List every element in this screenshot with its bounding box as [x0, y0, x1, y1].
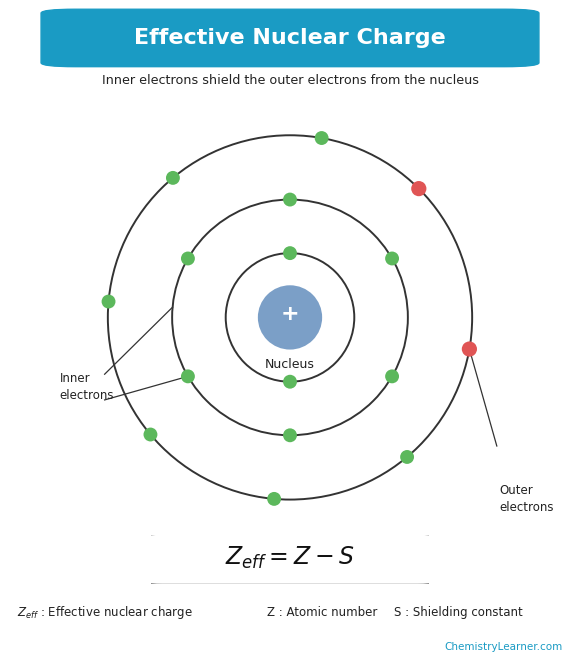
Point	[168, 173, 177, 183]
Point	[414, 183, 423, 194]
Point	[146, 429, 155, 440]
Point	[403, 451, 412, 462]
Point	[104, 296, 113, 307]
Point	[285, 248, 295, 259]
Text: Nucleus: Nucleus	[265, 358, 315, 371]
Point	[285, 194, 295, 205]
FancyBboxPatch shape	[41, 9, 539, 67]
FancyBboxPatch shape	[140, 533, 440, 585]
Circle shape	[258, 285, 322, 350]
Point	[317, 133, 327, 143]
Point	[285, 430, 295, 441]
Text: Inner
electrons: Inner electrons	[60, 372, 114, 402]
Text: $Z_{eff} = Z - S$: $Z_{eff} = Z - S$	[225, 545, 355, 572]
Point	[387, 371, 397, 381]
Point	[387, 253, 397, 264]
Text: Effective Nuclear Charge: Effective Nuclear Charge	[134, 28, 446, 48]
Text: +: +	[281, 304, 299, 324]
Text: $Z_{eff}$ : Effective nuclear charge: $Z_{eff}$ : Effective nuclear charge	[17, 604, 193, 621]
Text: Inner electrons shield the outer electrons from the nucleus: Inner electrons shield the outer electro…	[102, 74, 478, 87]
Text: Outer
electrons: Outer electrons	[499, 484, 553, 513]
Point	[285, 376, 295, 387]
Text: Z : Atomic number: Z : Atomic number	[267, 606, 377, 619]
Text: S : Shielding constant: S : Shielding constant	[394, 606, 523, 619]
Point	[183, 253, 193, 264]
Point	[183, 371, 193, 381]
Point	[465, 344, 474, 354]
Text: ChemistryLearner.com: ChemistryLearner.com	[444, 642, 563, 652]
Point	[270, 494, 279, 504]
